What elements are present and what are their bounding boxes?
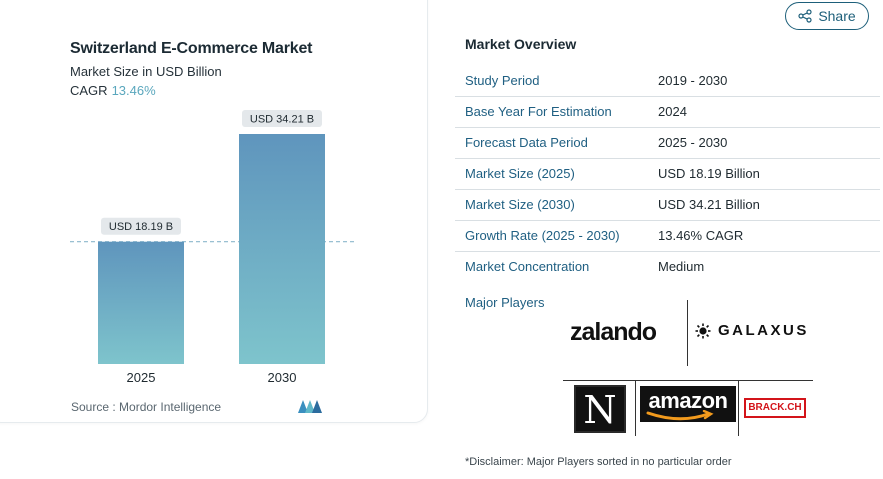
divider [738, 380, 739, 436]
overview-row: Market Concentration Medium [455, 252, 880, 283]
data-label: USD 34.21 B [250, 114, 314, 126]
bar-chart: USD 18.19 B 2025 USD 34.21 B 2030 [70, 110, 354, 385]
nespresso-logo: N [574, 385, 626, 433]
mordor-logo-icon [298, 400, 322, 413]
overview-row: Market Size (2025) USD 18.19 Billion [455, 159, 880, 190]
chart-subtitle: Market Size in USD Billion [70, 64, 222, 79]
overview-value: 13.46% CAGR [658, 228, 744, 243]
divider [563, 380, 813, 381]
bar-2025 [98, 241, 184, 364]
divider [687, 300, 688, 366]
overview-value: USD 18.19 Billion [658, 166, 760, 181]
galaxus-logo: GALAXUS [695, 322, 809, 339]
x-tick-label: 2030 [268, 370, 297, 385]
overview-row: Growth Rate (2025 - 2030) 13.46% CAGR [455, 221, 880, 252]
overview-row: Study Period 2019 - 2030 [455, 66, 880, 97]
major-players-logos: zalando GALAXUS N amazon BRACK.CH [560, 298, 815, 440]
chart-title: Switzerland E-Commerce Market [70, 40, 313, 57]
chart-card [0, 0, 428, 423]
overview-label: Growth Rate (2025 - 2030) [465, 228, 620, 243]
overview-label: Study Period [465, 73, 540, 88]
brack-logo: BRACK.CH [744, 398, 806, 418]
data-label-bg [242, 110, 322, 127]
share-label: Share [818, 8, 856, 24]
overview-label: Market Size (2030) [465, 197, 575, 212]
cagr-value: 13.46% [111, 83, 156, 98]
galaxus-wordmark: GALAXUS [718, 322, 809, 339]
overview-label: Market Size (2025) [465, 166, 575, 181]
data-label-bg [101, 217, 181, 235]
overview-label: Market Concentration [465, 259, 590, 274]
overview-label: Forecast Data Period [465, 135, 588, 150]
overview-value: 2024 [658, 104, 687, 119]
amazon-smile-icon [646, 410, 714, 421]
overview-row: Market Size (2030) USD 34.21 Billion [455, 190, 880, 221]
disclaimer: *Disclaimer: Major Players sorted in no … [465, 456, 732, 468]
overview-row: Forecast Data Period 2025 - 2030 [455, 128, 880, 159]
share-icon [798, 9, 812, 23]
x-tick-label: 2025 [127, 370, 156, 385]
data-label: USD 18.19 B [109, 221, 173, 233]
overview-value: USD 34.21 Billion [658, 197, 760, 212]
overview-row: Base Year For Estimation 2024 [455, 97, 880, 128]
chart-cagr: CAGR 13.46% [70, 83, 156, 98]
major-players-label: Major Players [465, 295, 545, 310]
overview-value: 2019 - 2030 [658, 73, 728, 88]
share-button[interactable]: Share [785, 2, 869, 30]
cagr-label: CAGR [70, 83, 108, 98]
divider [635, 380, 636, 436]
bar-2030 [239, 134, 325, 364]
overview-label: Base Year For Estimation [465, 104, 612, 119]
overview-value: Medium [658, 259, 705, 274]
zalando-logo: zalando [570, 318, 657, 346]
source-text: Source : Mordor Intelligence [71, 400, 222, 414]
overview-value: 2025 - 2030 [658, 135, 728, 150]
galaxus-sun-icon [695, 323, 711, 338]
overview-title: Market Overview [465, 36, 577, 52]
